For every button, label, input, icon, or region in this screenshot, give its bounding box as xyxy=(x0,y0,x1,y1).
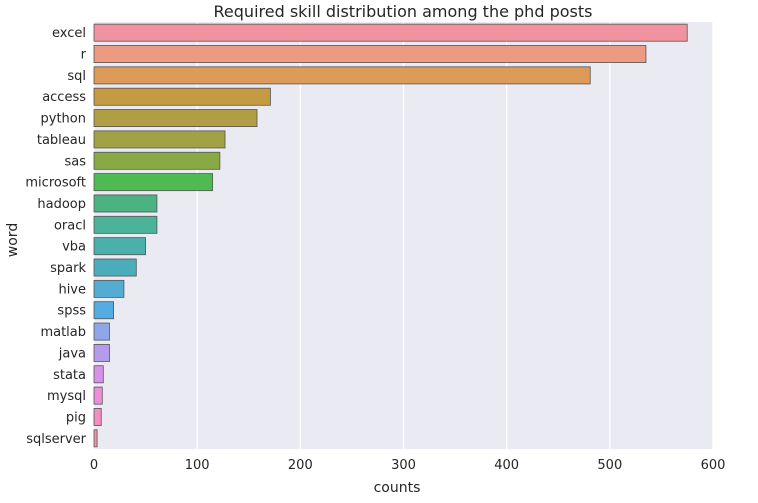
x-axis-label: counts xyxy=(374,480,421,496)
x-tick-label: 400 xyxy=(494,458,519,473)
bar-python xyxy=(93,109,258,128)
y-tick-label: r xyxy=(81,48,87,63)
bars xyxy=(93,23,688,448)
bar-matlab xyxy=(93,322,110,341)
y-tick-label: mysql xyxy=(47,389,86,404)
y-tick-label: spark xyxy=(50,261,86,276)
chart-title: Required skill distribution among the ph… xyxy=(214,2,593,21)
bar-hadoop xyxy=(93,194,158,213)
x-tick-labels: 0 100 200 300 400 500 600 xyxy=(90,458,726,473)
y-tick-label: sql xyxy=(67,69,86,84)
x-tick-label: 300 xyxy=(391,458,416,473)
bar-excel xyxy=(93,23,688,42)
y-tick-label: excel xyxy=(52,26,86,41)
x-tick-label: 500 xyxy=(597,458,622,473)
y-tick-label: pig xyxy=(66,410,86,425)
y-tick-label: vba xyxy=(62,240,86,255)
bar-hive xyxy=(93,279,125,298)
bar-spark xyxy=(93,258,137,277)
bar-spss xyxy=(93,301,115,320)
y-axis-label: word xyxy=(5,223,21,257)
bar-sql xyxy=(93,66,591,85)
bar-sas xyxy=(93,151,221,170)
y-tick-label: java xyxy=(58,346,86,361)
y-tick-label: tableau xyxy=(37,133,86,148)
y-tick-label: hive xyxy=(58,282,86,297)
y-tick-label: python xyxy=(41,112,86,127)
bar-access xyxy=(93,87,271,106)
y-tick-label: sas xyxy=(64,154,86,169)
x-tick-label: 200 xyxy=(288,458,313,473)
x-tick-label: 0 xyxy=(90,458,98,473)
y-tick-label: matlab xyxy=(40,325,86,340)
bar-tableau xyxy=(93,130,226,149)
y-tick-label: oracl xyxy=(54,218,86,233)
y-tick-label: spss xyxy=(57,304,86,319)
bar-java xyxy=(93,343,110,362)
y-tick-labels: excel r sql access python tableau sas microsoft… xyxy=(25,26,86,447)
bar-stata xyxy=(93,365,104,384)
y-tick-label: sqlserver xyxy=(26,432,86,447)
bar-mysql xyxy=(93,386,103,405)
x-tick-label: 100 xyxy=(185,458,210,473)
x-tick-label: 600 xyxy=(701,458,726,473)
y-tick-label: microsoft xyxy=(25,176,86,191)
y-tick-label: access xyxy=(42,90,86,105)
bar-r xyxy=(93,45,647,63)
y-tick-label: stata xyxy=(53,368,86,383)
bar-sqlserver xyxy=(93,429,98,448)
bar-microsoft xyxy=(93,173,214,192)
y-tick-label: hadoop xyxy=(37,197,86,212)
bar-pig xyxy=(93,408,102,426)
bar-oracl xyxy=(93,215,158,234)
bar-vba xyxy=(93,237,146,256)
